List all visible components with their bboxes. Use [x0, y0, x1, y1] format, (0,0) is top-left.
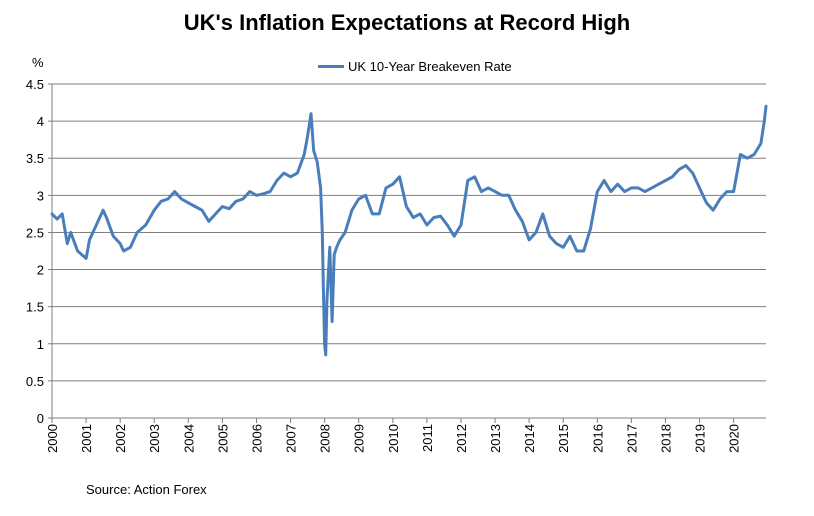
x-tick-label: 2012	[454, 424, 469, 453]
x-tick-label: 2016	[590, 424, 605, 453]
legend-swatch	[318, 64, 344, 68]
chart-title: UK's Inflation Expectations at Record Hi…	[183, 10, 631, 35]
legend: UK 10-Year Breakeven Rate	[318, 58, 512, 74]
y-axis-unit-label: %	[32, 55, 44, 70]
x-tick-label: 2013	[488, 424, 503, 453]
x-tick-label: 2006	[249, 424, 264, 453]
x-tick-label: 2000	[45, 424, 60, 453]
y-tick-label: 2.5	[26, 225, 44, 240]
y-tick-label: 4	[37, 114, 44, 129]
x-tick-label: 2020	[727, 424, 742, 453]
y-tick-label: 2	[37, 263, 44, 278]
x-tick-label: 2014	[522, 424, 537, 453]
y-tick-label: 0	[37, 411, 44, 426]
x-tick-label: 2008	[318, 424, 333, 453]
x-tick-label: 2015	[556, 424, 571, 453]
x-tick-label: 2017	[624, 424, 639, 453]
x-tick-label: 2002	[113, 424, 128, 453]
x-tick-label: 2011	[420, 424, 435, 452]
x-tick-label: 2003	[147, 424, 162, 453]
x-tick-label: 2004	[181, 424, 196, 453]
y-tick-label: 4.5	[26, 77, 44, 92]
x-tick-label: 2018	[658, 424, 673, 453]
y-tick-label: 1	[37, 337, 44, 352]
x-tick-label: 2010	[386, 424, 401, 453]
legend-label: UK 10-Year Breakeven Rate	[348, 58, 512, 74]
y-tick-label: 3	[37, 188, 44, 203]
x-tick-label: 2019	[693, 424, 708, 453]
x-tick-label: 2001	[79, 424, 94, 453]
y-tick-label: 0.5	[26, 374, 44, 389]
y-tick-label: 1.5	[26, 300, 44, 315]
x-tick-label: 2005	[215, 424, 230, 453]
series-line	[50, 104, 768, 357]
x-tick-label: 2009	[352, 424, 367, 453]
source-note: Source: Action Forex	[86, 482, 207, 497]
x-tick-label: 2007	[284, 424, 299, 453]
y-tick-label: 3.5	[26, 151, 44, 166]
